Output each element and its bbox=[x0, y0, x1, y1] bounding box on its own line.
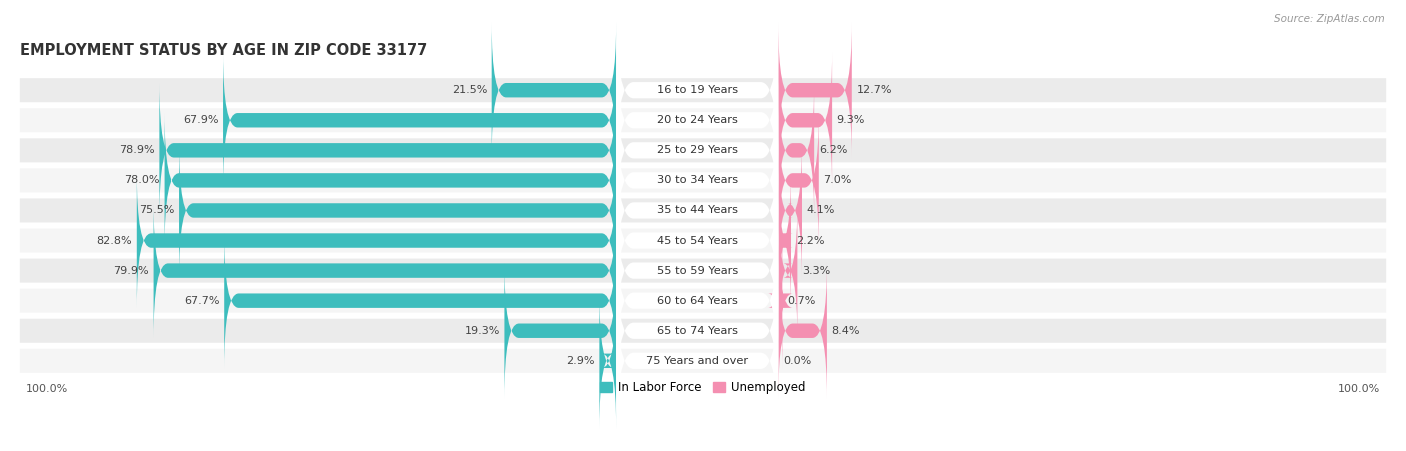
FancyBboxPatch shape bbox=[779, 202, 797, 339]
Text: 55 to 59 Years: 55 to 59 Years bbox=[657, 266, 738, 276]
FancyBboxPatch shape bbox=[224, 233, 616, 368]
Text: 2.9%: 2.9% bbox=[567, 356, 595, 366]
Text: 60 to 64 Years: 60 to 64 Years bbox=[657, 296, 738, 306]
FancyBboxPatch shape bbox=[179, 143, 616, 278]
Text: 19.3%: 19.3% bbox=[464, 326, 499, 336]
FancyBboxPatch shape bbox=[616, 219, 779, 383]
FancyBboxPatch shape bbox=[776, 173, 793, 308]
Text: 6.2%: 6.2% bbox=[818, 145, 848, 155]
Text: 100.0%: 100.0% bbox=[1339, 384, 1381, 394]
FancyBboxPatch shape bbox=[616, 68, 779, 232]
FancyBboxPatch shape bbox=[20, 349, 1386, 373]
Text: 100.0%: 100.0% bbox=[25, 384, 67, 394]
Text: 2.2%: 2.2% bbox=[796, 235, 824, 245]
FancyBboxPatch shape bbox=[20, 289, 1386, 313]
FancyBboxPatch shape bbox=[779, 263, 827, 399]
FancyBboxPatch shape bbox=[779, 143, 801, 278]
Text: 75 Years and over: 75 Years and over bbox=[647, 356, 748, 366]
Text: 8.4%: 8.4% bbox=[831, 326, 860, 336]
FancyBboxPatch shape bbox=[20, 198, 1386, 222]
Legend: In Labor Force, Unemployed: In Labor Force, Unemployed bbox=[600, 382, 806, 395]
FancyBboxPatch shape bbox=[616, 249, 779, 413]
FancyBboxPatch shape bbox=[136, 173, 616, 308]
Text: 30 to 34 Years: 30 to 34 Years bbox=[657, 175, 738, 185]
FancyBboxPatch shape bbox=[616, 38, 779, 202]
Text: 65 to 74 Years: 65 to 74 Years bbox=[657, 326, 738, 336]
FancyBboxPatch shape bbox=[153, 202, 616, 339]
Text: 4.1%: 4.1% bbox=[807, 206, 835, 216]
Text: 3.3%: 3.3% bbox=[801, 266, 831, 276]
FancyBboxPatch shape bbox=[20, 138, 1386, 162]
FancyBboxPatch shape bbox=[224, 52, 616, 188]
Text: 20 to 24 Years: 20 to 24 Years bbox=[657, 115, 738, 125]
Text: 79.9%: 79.9% bbox=[114, 266, 149, 276]
Text: 78.0%: 78.0% bbox=[125, 175, 160, 185]
FancyBboxPatch shape bbox=[779, 22, 852, 158]
FancyBboxPatch shape bbox=[505, 263, 616, 399]
FancyBboxPatch shape bbox=[616, 158, 779, 322]
Text: 12.7%: 12.7% bbox=[856, 85, 891, 95]
Text: 0.7%: 0.7% bbox=[787, 296, 815, 306]
Text: 75.5%: 75.5% bbox=[139, 206, 174, 216]
Text: 67.9%: 67.9% bbox=[183, 115, 218, 125]
FancyBboxPatch shape bbox=[616, 129, 779, 293]
Text: 82.8%: 82.8% bbox=[97, 235, 132, 245]
Text: 7.0%: 7.0% bbox=[824, 175, 852, 185]
FancyBboxPatch shape bbox=[779, 52, 832, 188]
FancyBboxPatch shape bbox=[779, 83, 814, 218]
FancyBboxPatch shape bbox=[20, 319, 1386, 343]
FancyBboxPatch shape bbox=[492, 22, 616, 158]
FancyBboxPatch shape bbox=[20, 78, 1386, 102]
FancyBboxPatch shape bbox=[20, 258, 1386, 283]
FancyBboxPatch shape bbox=[20, 108, 1386, 132]
FancyBboxPatch shape bbox=[20, 168, 1386, 193]
Text: 78.9%: 78.9% bbox=[120, 145, 155, 155]
Text: 9.3%: 9.3% bbox=[837, 115, 865, 125]
FancyBboxPatch shape bbox=[20, 229, 1386, 253]
FancyBboxPatch shape bbox=[616, 279, 779, 443]
FancyBboxPatch shape bbox=[599, 293, 616, 429]
FancyBboxPatch shape bbox=[779, 112, 818, 249]
Text: 45 to 54 Years: 45 to 54 Years bbox=[657, 235, 738, 245]
FancyBboxPatch shape bbox=[616, 98, 779, 262]
FancyBboxPatch shape bbox=[616, 189, 779, 353]
FancyBboxPatch shape bbox=[768, 233, 793, 368]
Text: 16 to 19 Years: 16 to 19 Years bbox=[657, 85, 738, 95]
Text: 21.5%: 21.5% bbox=[451, 85, 486, 95]
FancyBboxPatch shape bbox=[616, 8, 779, 172]
Text: 67.7%: 67.7% bbox=[184, 296, 219, 306]
Text: 0.0%: 0.0% bbox=[783, 356, 811, 366]
Text: Source: ZipAtlas.com: Source: ZipAtlas.com bbox=[1274, 14, 1385, 23]
Text: EMPLOYMENT STATUS BY AGE IN ZIP CODE 33177: EMPLOYMENT STATUS BY AGE IN ZIP CODE 331… bbox=[20, 43, 427, 58]
Text: 35 to 44 Years: 35 to 44 Years bbox=[657, 206, 738, 216]
Text: 25 to 29 Years: 25 to 29 Years bbox=[657, 145, 738, 155]
FancyBboxPatch shape bbox=[159, 83, 616, 218]
FancyBboxPatch shape bbox=[165, 112, 616, 249]
